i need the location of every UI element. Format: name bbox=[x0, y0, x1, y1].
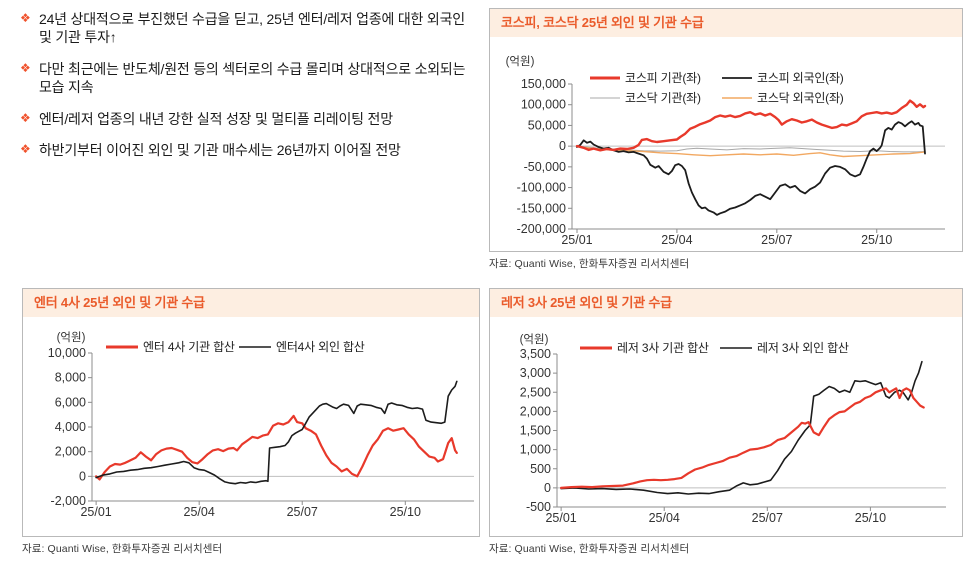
x-tick-label: 25/07 bbox=[761, 233, 792, 247]
x-tick-label: 25/07 bbox=[752, 511, 783, 525]
bullet-item: ❖ 하반기부터 이어진 외인 및 기관 매수세는 26년까지 이어질 전망 bbox=[20, 141, 466, 159]
series-line bbox=[559, 387, 925, 489]
y-tick-label: 3,500 bbox=[520, 347, 551, 361]
legend-label: 코스피 기관(좌) bbox=[625, 71, 701, 85]
y-tick-label: 500 bbox=[530, 462, 551, 476]
x-tick-label: 25/01 bbox=[545, 511, 576, 525]
diamond-bullet-icon: ❖ bbox=[20, 110, 31, 125]
x-tick-label: 25/04 bbox=[184, 505, 215, 519]
bullet-text: 엔터/레저 업종의 내년 강한 실적 성장 및 멀티플 리레이팅 전망 bbox=[39, 110, 393, 127]
summary-bullet-list: ❖ 24년 상대적으로 부진했던 수급을 딛고, 25년 엔터/레저 업종에 대한… bbox=[20, 10, 466, 173]
y-tick-label: 100,000 bbox=[521, 98, 566, 112]
y-tick-label: -50,000 bbox=[524, 160, 566, 174]
y-tick-label: 3,000 bbox=[520, 366, 551, 380]
y-tick-label: 0 bbox=[559, 139, 566, 153]
y-tick-label: 1,000 bbox=[520, 443, 551, 457]
x-tick-label: 25/07 bbox=[287, 505, 318, 519]
y-tick-label: 1,500 bbox=[520, 424, 551, 438]
y-tick-label: -100,000 bbox=[517, 181, 566, 195]
legend-label: 코스닥 외국인(좌) bbox=[757, 91, 844, 105]
y-tick-label: -2,000 bbox=[51, 494, 86, 508]
x-tick-label: 25/10 bbox=[861, 233, 892, 247]
y-tick-label: 150,000 bbox=[521, 77, 566, 91]
legend-label: 레저 3사 기관 합산 bbox=[617, 341, 709, 355]
y-tick-label: -500 bbox=[526, 500, 551, 514]
chart-source-enter4: 자료: Quanti Wise, 한화투자증권 리서치센터 bbox=[22, 543, 223, 555]
chart-panel-leisure3: 레저 3사 25년 외인 및 기관 수급 3,500 3,000 2,500 2,00… bbox=[489, 288, 963, 537]
series-line bbox=[576, 145, 926, 158]
y-tick-label: -200,000 bbox=[517, 222, 566, 236]
y-tick-label: -150,000 bbox=[517, 201, 566, 215]
chart-title-enter4: 엔터 4사 25년 외인 및 기관 수급 bbox=[23, 289, 479, 317]
enter4-chart: 10,000 8,000 6,000 4,000 2,000 0 -2,000 25/01 25… bbox=[23, 317, 479, 536]
legend-label: 레저 3사 외인 합산 bbox=[757, 341, 849, 355]
x-tick-label: 25/01 bbox=[561, 233, 592, 247]
series-line bbox=[560, 360, 923, 495]
y-tick-label: 8,000 bbox=[55, 371, 86, 385]
series-line bbox=[575, 99, 927, 152]
kospi-kosdaq-chart: 150,000 100,000 50,000 0 -50,000 -100,000 -150… bbox=[490, 37, 962, 251]
y-tick-label: 0 bbox=[544, 481, 551, 495]
chart-source-leisure3: 자료: Quanti Wise, 한화투자증권 리서치센터 bbox=[489, 543, 690, 555]
chart-panel-kospi-kosdaq: 코스피, 코스닥 25년 외인 및 기관 수급 150,000 100,000 50… bbox=[489, 8, 963, 252]
y-axis-unit-label: (억원) bbox=[520, 332, 549, 346]
series-line bbox=[576, 120, 926, 216]
y-tick-label: 0 bbox=[79, 469, 86, 483]
x-tick-label: 25/04 bbox=[661, 233, 692, 247]
chart-panel-enter4: 엔터 4사 25년 외인 및 기관 수급 10,000 8,000 6,000 4,0… bbox=[22, 288, 480, 537]
leisure3-chart: 3,500 3,000 2,500 2,000 1,500 1,000 500 0 -500 25… bbox=[490, 317, 962, 536]
y-tick-label: 2,500 bbox=[520, 385, 551, 399]
y-tick-label: 50,000 bbox=[528, 118, 566, 132]
chart-title-leisure3: 레저 3사 25년 외인 및 기관 수급 bbox=[490, 289, 962, 317]
bullet-text: 하반기부터 이어진 외인 및 기관 매수세는 26년까지 이어질 전망 bbox=[39, 142, 401, 159]
legend-label: 코스닥 기관(좌) bbox=[625, 91, 701, 105]
x-tick-label: 25/01 bbox=[80, 505, 111, 519]
diamond-bullet-icon: ❖ bbox=[20, 11, 31, 25]
diamond-bullet-icon: ❖ bbox=[20, 142, 31, 157]
series-line bbox=[94, 414, 458, 481]
chart-title-kospi-kosdaq: 코스피, 코스닥 25년 외인 및 기관 수급 bbox=[490, 9, 962, 37]
bullet-text: 24년 상대적으로 부진했던 수급을 딛고, 25년 엔터/레저 업종에 대한 … bbox=[39, 11, 465, 46]
y-tick-label: 2,000 bbox=[55, 445, 86, 459]
x-tick-label: 25/04 bbox=[649, 511, 680, 525]
legend-label: 엔터 4사 기관 합산 bbox=[143, 340, 235, 354]
x-tick-label: 25/10 bbox=[855, 511, 886, 525]
y-tick-label: 2,000 bbox=[520, 404, 551, 418]
y-tick-label: 4,000 bbox=[55, 420, 86, 434]
legend-label: 코스피 외국인(좌) bbox=[757, 71, 844, 85]
y-axis-unit-label: (억원) bbox=[506, 54, 535, 68]
chart-source-kospi-kosdaq: 자료: Quanti Wise, 한화투자증권 리서치센터 bbox=[489, 258, 690, 270]
y-tick-label: 6,000 bbox=[55, 395, 86, 409]
bullet-item: ❖ 엔터/레저 업종의 내년 강한 실적 성장 및 멀티플 리레이팅 전망 bbox=[20, 110, 466, 128]
y-axis-unit-label: (억원) bbox=[57, 330, 86, 344]
bullet-text: 다만 최근에는 반도체/원전 등의 섹터로의 수급 몰리며 상대적으로 소외되는… bbox=[39, 60, 466, 96]
series-line bbox=[95, 380, 458, 485]
diamond-bullet-icon: ❖ bbox=[20, 60, 31, 75]
bullet-item: ❖ 24년 상대적으로 부진했던 수급을 딛고, 25년 엔터/레저 업종에 대한… bbox=[20, 10, 466, 47]
y-tick-label: 10,000 bbox=[48, 346, 86, 360]
bullet-item: ❖ 다만 최근에는 반도체/원전 등의 섹터로의 수급 몰리며 상대적으로 소외되… bbox=[20, 60, 466, 97]
legend-label: 엔터4사 외인 합산 bbox=[276, 340, 365, 354]
x-tick-label: 25/10 bbox=[390, 505, 421, 519]
